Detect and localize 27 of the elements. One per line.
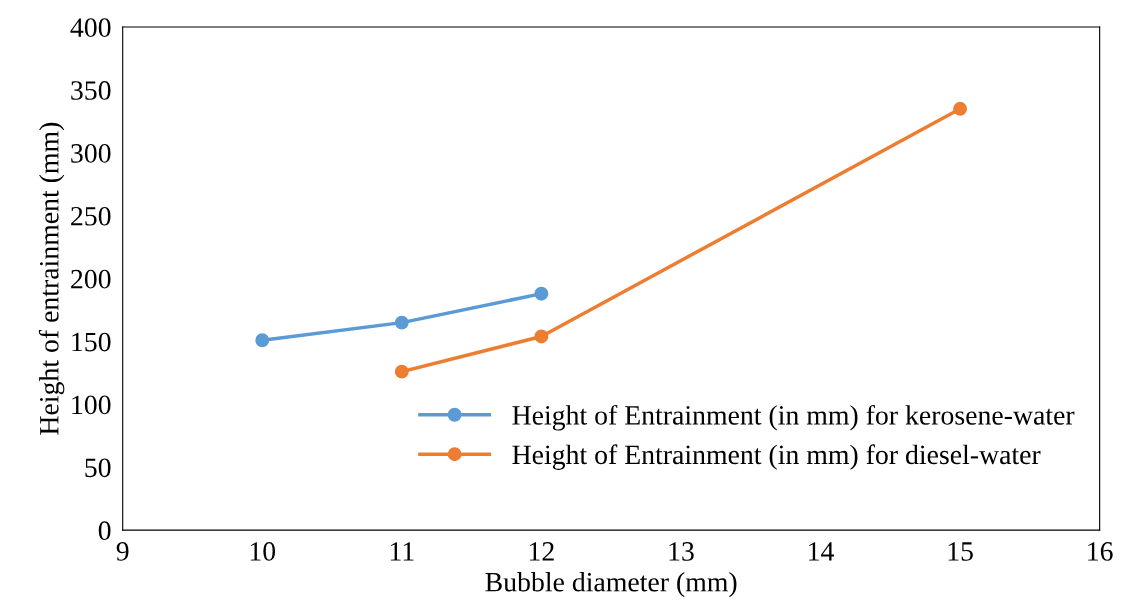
point — [534, 329, 549, 344]
legend-label: Height of Entrainment (in mm) for diesel-water — [512, 444, 1041, 470]
x-tick-label: 13 — [669, 542, 694, 561]
y-tick-label: 400 — [70, 18, 111, 37]
x-tick-label: 14 — [809, 542, 834, 561]
y-tick-label: 300 — [71, 143, 111, 163]
y-tick-label: 100 — [72, 395, 111, 415]
x-tick-label: 9 — [116, 542, 129, 561]
x-tick-label: 12 — [529, 542, 554, 561]
point — [534, 286, 549, 301]
x-tick-label: 16 — [1088, 542, 1113, 561]
x-tick-label: 15 — [948, 542, 973, 561]
x-axis-title: Bubble diameter (mm) — [485, 571, 737, 598]
point — [953, 101, 968, 116]
point — [394, 364, 409, 379]
y-tick-label: 50 — [85, 458, 111, 478]
y-axis-title: Height of entrainment (mm) — [38, 122, 65, 435]
x-tick-label: 11 — [390, 542, 414, 561]
y-tick-label: 200 — [71, 269, 111, 289]
point — [255, 333, 270, 348]
x-tick-label: 10 — [250, 542, 276, 561]
y-tick-label: 150 — [72, 332, 111, 352]
legend-label: Height of Entrainment (in mm) for kerosene-water — [512, 404, 1075, 431]
point — [394, 315, 409, 330]
y-tick-label: 250 — [71, 206, 111, 226]
y-tick-label: 350 — [71, 81, 111, 100]
y-tick-label: 0 — [98, 521, 111, 541]
